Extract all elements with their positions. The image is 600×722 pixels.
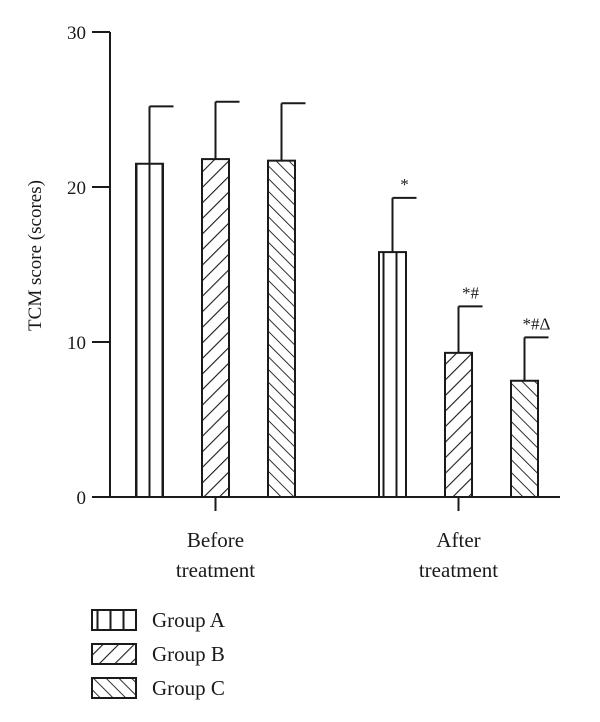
legend-label: Group B [152, 642, 225, 666]
y-tick-label: 0 [77, 488, 87, 509]
bar-group-c [267, 159, 296, 498]
x-category-label: After [436, 528, 480, 552]
legend-swatch [91, 609, 137, 631]
legend-swatch [91, 643, 137, 665]
bar-group-b [201, 158, 230, 498]
x-category-label: treatment [419, 558, 498, 582]
y-tick-label: 10 [67, 333, 86, 354]
legend-label: Group A [152, 608, 226, 632]
bar-group-c [510, 379, 539, 498]
y-tick-label: 30 [67, 23, 86, 44]
legend-swatch [91, 677, 137, 699]
y-tick-label: 20 [67, 178, 86, 199]
significance-marker: *#Δ [523, 314, 551, 333]
x-category-label: treatment [176, 558, 255, 582]
bar-group-b [444, 351, 473, 498]
bar-group-a [378, 251, 407, 498]
legend-label: Group C [152, 676, 225, 700]
significance-marker: * [400, 175, 409, 194]
y-axis-label: TCM score (scores) [25, 180, 46, 331]
x-category-label: Before [187, 528, 244, 552]
bar-group-a [135, 162, 164, 498]
significance-marker: *# [462, 283, 480, 302]
